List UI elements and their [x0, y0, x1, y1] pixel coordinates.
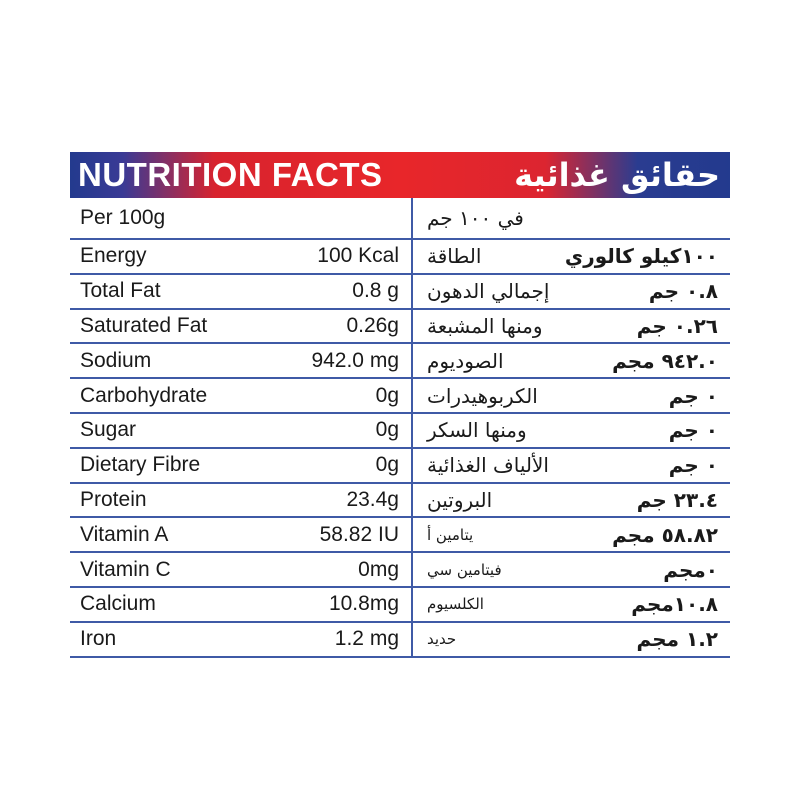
nutrient-name-en: Dietary Fibre: [80, 453, 201, 477]
nutrient-name-ar: ومنها السكر: [427, 418, 527, 443]
nutrient-row: Energy 100 Kcal الطاقة ١٠٠كيلو كالوري: [70, 240, 730, 275]
nutrient-row: Carbohydrate 0g الكربوهيدرات ٠ جم: [70, 379, 730, 414]
nutrient-value-ar: ٢٣.٤ جم: [636, 487, 718, 512]
per-serving-row: Per 100g في ١٠٠ جم: [70, 198, 730, 240]
nutrient-value-ar: ٠.٨ جم: [648, 279, 718, 304]
nutrient-name-ar: إجمالي الدهون: [427, 279, 550, 304]
nutrient-value-ar: ٠.٢٦ جم: [636, 313, 718, 338]
nutrient-name-ar: البروتين: [427, 487, 493, 512]
nutrient-value-en: 0.8 g: [352, 279, 399, 303]
nutrient-name-ar: الطاقة: [427, 244, 482, 269]
nutrient-value-ar: ٠مجم: [663, 557, 718, 582]
nutrient-name-ar: ومنها المشبعة: [427, 313, 543, 338]
nutrient-name-en: Carbohydrate: [80, 383, 208, 407]
nutrient-row: Saturated Fat 0.26g ومنها المشبعة ٠.٢٦ ج…: [70, 309, 730, 345]
nutrient-value-en: 100 Kcal: [317, 244, 399, 268]
nutrient-value-ar: ٠ جم: [668, 453, 718, 478]
nutrient-value-en: 58.82 IU: [319, 522, 399, 546]
nutrient-value-ar: ١٠.٨مجم: [631, 592, 718, 617]
per-serving-en: Per 100g: [80, 206, 166, 229]
nutrient-value-en: 10.8mg: [328, 592, 399, 616]
nutrient-value-ar: ١.٢ مجم: [636, 627, 718, 652]
nutrient-name-en: Calcium: [80, 592, 156, 616]
nutrient-name-ar: الكربوهيدرات: [427, 383, 538, 408]
nutrient-name-en: Vitamin C: [80, 557, 171, 581]
nutrient-name-ar: يتامين أ: [427, 525, 474, 544]
nutrient-name-en: Total Fat: [80, 279, 161, 303]
per-serving-ar: في ١٠٠ جم: [427, 206, 524, 230]
nutrient-row: Vitamin C 0mg فيتامين سي ٠مجم: [70, 553, 730, 588]
nutrient-row: Calcium 10.8mg الكلسيوم ١٠.٨مجم: [70, 587, 730, 623]
nutrient-row: Dietary Fibre 0g الألياف الغذائية ٠ جم: [70, 448, 730, 484]
nutrient-value-en: 0mg: [358, 557, 399, 581]
nutrient-name-ar: الصوديوم: [427, 348, 504, 373]
nutrient-value-ar: ١٠٠كيلو كالوري: [564, 244, 718, 269]
nutrition-facts-label: NUTRITION FACTS حقائق غذائية Per 100g في…: [70, 152, 730, 658]
nutrient-name-en: Vitamin A: [80, 522, 169, 546]
title-arabic: حقائق غذائية: [514, 156, 720, 194]
nutrient-name-ar: حديد: [427, 630, 457, 649]
nutrient-row: Sugar 0g ومنها السكر ٠ جم: [70, 413, 730, 449]
nutrient-name-en: Energy: [80, 244, 147, 268]
nutrient-row: Sodium 942.0 mg الصوديوم ٩٤٢.٠ مجم: [70, 344, 730, 380]
nutrient-value-ar: ٩٤٢.٠ مجم: [612, 348, 718, 373]
nutrient-value-ar: ٠ جم: [668, 418, 718, 443]
nutrient-value-en: 0g: [375, 418, 399, 442]
nutrient-value-ar: ٠ جم: [668, 383, 718, 408]
nutrient-name-ar: الكلسيوم: [427, 595, 484, 614]
nutrient-row: Protein 23.4g البروتين ٢٣.٤ جم: [70, 483, 730, 519]
nutrient-name-en: Saturated Fat: [80, 313, 208, 337]
nutrient-value-en: 23.4g: [346, 487, 399, 511]
nutrient-row: Vitamin A 58.82 IU يتامين أ ٥٨.٨٢ مجم: [70, 518, 730, 554]
nutrient-name-en: Sugar: [80, 418, 137, 442]
nutrient-row: Iron 1.2 mg حديد ١.٢ مجم: [70, 622, 730, 658]
nutrient-value-en: 0.26g: [346, 313, 399, 337]
nutrient-value-en: 942.0 mg: [311, 348, 399, 372]
nutrient-name-en: Iron: [80, 627, 117, 651]
nutrient-name-en: Protein: [80, 487, 147, 511]
nutrient-value-ar: ٥٨.٨٢ مجم: [612, 522, 718, 547]
nutrient-value-en: 0g: [375, 383, 399, 407]
nutrient-value-en: 0g: [375, 453, 399, 477]
nutrient-row: Total Fat 0.8 g إجمالي الدهون ٠.٨ جم: [70, 274, 730, 310]
nutrient-name-ar: فيتامين سي: [427, 560, 502, 579]
nutrient-name-en: Sodium: [80, 348, 152, 372]
nutrient-value-en: 1.2 mg: [334, 627, 399, 651]
title-english: NUTRITION FACTS: [78, 156, 383, 193]
nutrient-name-ar: الألياف الغذائية: [427, 453, 549, 478]
label-header: NUTRITION FACTS حقائق غذائية: [70, 152, 730, 198]
